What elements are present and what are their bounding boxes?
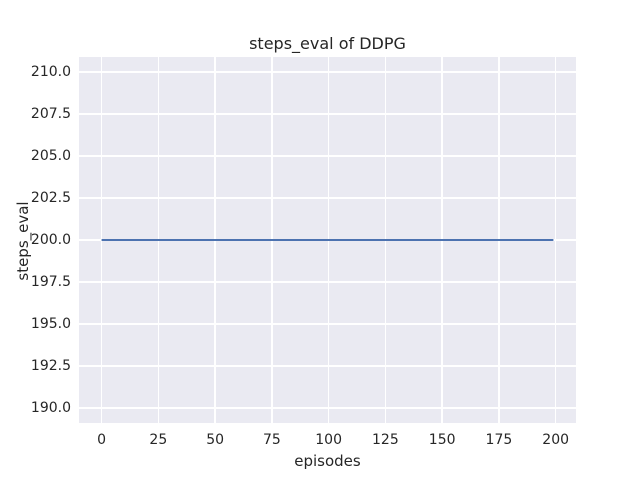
x-tick-label: 50 (206, 432, 225, 448)
gridline-horizontal (79, 71, 576, 73)
gridline-horizontal (79, 281, 576, 283)
chart-title: steps_eval of DDPG (249, 34, 406, 53)
gridline-vertical (554, 57, 557, 423)
x-tick-label: 175 (485, 432, 513, 448)
y-tick-label: 200.0 (30, 232, 71, 248)
plot-area (79, 57, 576, 423)
y-tick-label: 202.5 (30, 190, 71, 207)
y-tick-label: 195.0 (30, 315, 71, 332)
x-tick-label: 25 (149, 432, 168, 448)
gridline-vertical (100, 57, 103, 423)
y-tick-label: 197.5 (30, 273, 71, 290)
gridline-horizontal (79, 407, 576, 409)
x-tick-label: 200 (542, 432, 570, 448)
x-tick-label: 0 (97, 432, 107, 448)
gridline-horizontal (79, 365, 576, 367)
gridline-horizontal (79, 197, 576, 199)
y-tick-label: 192.5 (30, 357, 71, 374)
x-axis-label: episodes (294, 452, 361, 470)
x-tick-label: 75 (262, 432, 281, 448)
y-tick-label: 210.0 (30, 64, 71, 81)
x-tick-label: 150 (428, 432, 456, 448)
y-tick-label: 207.5 (30, 106, 71, 123)
gridline-horizontal (79, 113, 576, 115)
y-tick-label: 190.0 (30, 399, 71, 416)
series-line (101, 239, 554, 241)
x-tick-label: 100 (315, 432, 342, 448)
gridline-horizontal (79, 155, 576, 157)
y-tick-label: 205.0 (30, 148, 71, 165)
x-tick-label: 125 (372, 432, 399, 448)
gridline-horizontal (79, 323, 576, 325)
